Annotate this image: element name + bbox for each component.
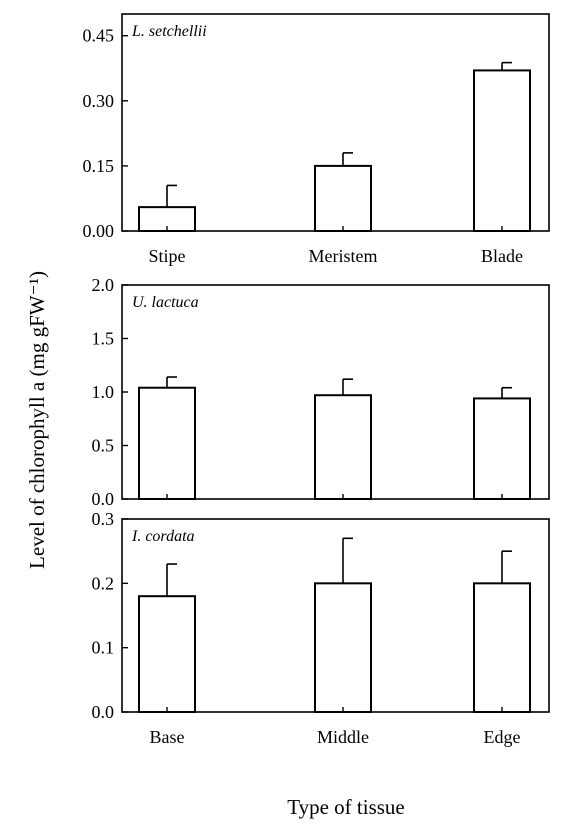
bar-edge [473,397,531,501]
y-axis-title: Level of chlorophyll a (mg gFW⁻¹) [25,271,49,569]
bar-middle [314,582,372,713]
panel-title: U. lactuca [132,294,199,311]
y-tick-label: 0.15 [83,156,115,176]
chart-panels: 0.00 0.15 0.30 0.45 Stipe Meristem Blade L. set… [83,13,550,747]
y-tick-label: 1.0 [92,382,115,402]
bar-base [138,386,196,500]
panel-3: 0.0 0.1 0.2 0.3 Base Middle Edge I. cordata [92,509,550,747]
x-tick-label: Meristem [309,246,378,266]
bar-middle [314,394,372,500]
x-tick-label: Blade [481,246,523,266]
panel-2: 0.0 0.5 1.0 1.5 2.0 U. lactuca [92,275,550,509]
x-tick-label: Middle [317,727,369,747]
y-tick-label: 1.5 [92,329,115,349]
y-tick-label: 0.1 [92,638,115,658]
bar-base [138,595,196,714]
y-tick-label: 0.30 [83,91,115,111]
panel-title: I. cordata [131,528,195,545]
x-tick-label: Edge [484,727,521,747]
y-tick-label: 0.3 [92,509,115,529]
x-axis-title: Type of tissue [287,795,405,819]
y-tick-label: 0.0 [92,702,115,722]
y-tick-label: 0.45 [83,26,115,46]
y-tick-label: 0.2 [92,573,115,593]
y-tick-label: 2.0 [92,275,115,295]
bar-edge [473,582,531,713]
y-tick-label: 0.0 [92,489,115,509]
x-tick-label: Stipe [148,246,185,266]
panel-title: L. setchellii [131,23,207,40]
y-tick-label: 0.5 [92,436,115,456]
y-tick-label: 0.00 [83,221,115,241]
bar-meristem [314,164,372,232]
bar-blade [473,69,531,232]
panel-1: 0.00 0.15 0.30 0.45 Stipe Meristem Blade L. set… [83,13,550,266]
x-tick-label: Base [150,727,185,747]
